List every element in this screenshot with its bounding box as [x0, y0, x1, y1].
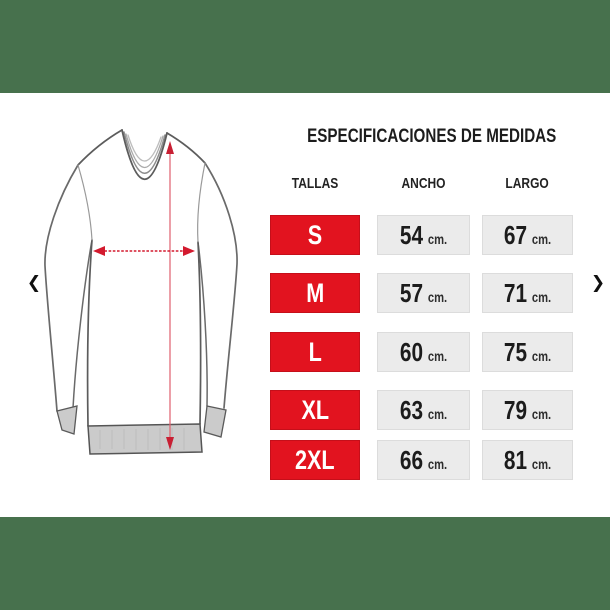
- size-row-xl: XL 63 cm. 79 cm.: [0, 390, 610, 430]
- column-header-largo: LARGO: [505, 175, 550, 192]
- ancho-value: 54 cm.: [377, 215, 470, 255]
- carousel-prev-button[interactable]: ❮: [21, 268, 47, 298]
- column-header-ancho: ANCHO: [401, 175, 446, 192]
- collar-rib-line: [125, 133, 164, 168]
- left-cuff: [56, 405, 78, 435]
- ancho-value: 60 cm.: [377, 332, 470, 372]
- largo-value: 67 cm.: [482, 215, 573, 255]
- collar-rib-line: [123, 131, 166, 174]
- collar-outline: [121, 129, 168, 180]
- width-measure-arrow: [93, 246, 195, 256]
- largo-value: 81 cm.: [482, 440, 573, 480]
- size-row-m: M 57 cm. 71 cm.: [0, 273, 610, 313]
- largo-value: 75 cm.: [482, 332, 573, 372]
- size-badge: XL: [270, 390, 360, 430]
- size-badge: L: [270, 332, 360, 372]
- size-badge: M: [270, 273, 360, 313]
- largo-value: 71 cm.: [482, 273, 573, 313]
- size-badge: 2XL: [270, 440, 360, 480]
- size-chart-title: ESPECIFICACIONES DE MEDIDAS: [307, 126, 557, 147]
- background-band-bottom: [0, 517, 610, 610]
- ancho-value: 63 cm.: [377, 390, 470, 430]
- right-cuff: [203, 405, 227, 438]
- size-row-2xl: 2XL 66 cm. 81 cm.: [0, 440, 610, 480]
- sweater-diagram: [44, 129, 238, 455]
- ancho-value: 66 cm.: [377, 440, 470, 480]
- size-row-l: L 60 cm. 75 cm.: [0, 332, 610, 372]
- ancho-value: 57 cm.: [377, 273, 470, 313]
- hem-rib-texture: [99, 428, 185, 450]
- size-row-s: S 54 cm. 67 cm.: [0, 215, 610, 255]
- largo-value: 79 cm.: [482, 390, 573, 430]
- size-badge: S: [270, 215, 360, 255]
- hem-band: [87, 423, 203, 455]
- collar-rib-line: [127, 134, 162, 162]
- length-measure-arrow: [166, 141, 174, 450]
- background-band-top: [0, 0, 610, 93]
- column-header-tallas: TALLAS: [291, 175, 339, 192]
- carousel-next-button[interactable]: ❯: [585, 268, 610, 298]
